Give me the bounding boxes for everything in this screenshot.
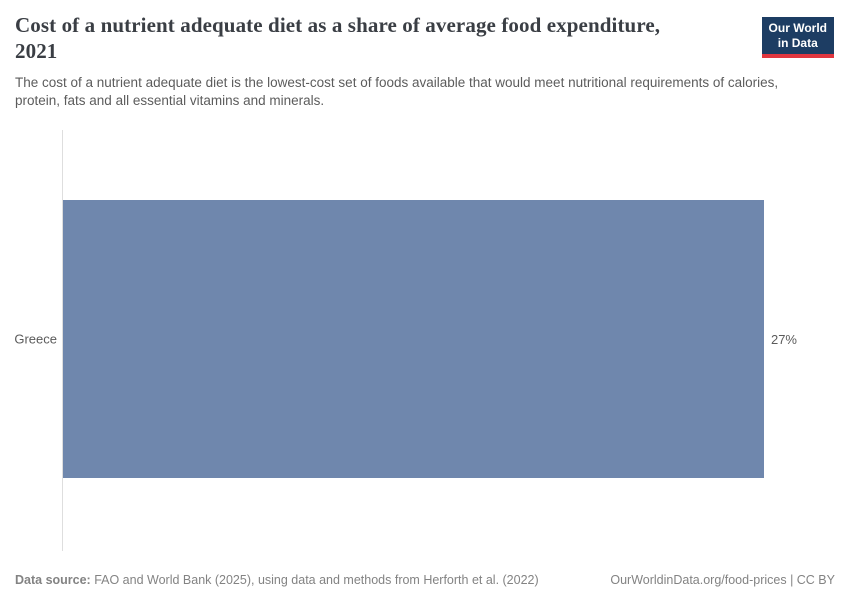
- y-axis-line: [62, 130, 63, 551]
- plot-area: 27%: [63, 200, 797, 478]
- owid-logo[interactable]: Our World in Data: [761, 17, 834, 58]
- bar-greece[interactable]: [63, 200, 764, 478]
- value-label-greece: 27%: [770, 331, 797, 347]
- entity-label-greece: Greece: [14, 331, 57, 347]
- data-source-label: Data source:: [15, 573, 91, 587]
- owid-logo-line2: in Data: [777, 36, 818, 50]
- footer: Data source: FAO and World Bank (2025), …: [15, 573, 835, 587]
- data-source-note: Data source: FAO and World Bank (2025), …: [15, 573, 539, 587]
- page-title: Cost of a nutrient adequate diet as a sh…: [15, 13, 661, 64]
- data-source-text: FAO and World Bank (2025), using data an…: [90, 573, 539, 587]
- chart-subtitle: The cost of a nutrient adequate diet is …: [15, 75, 779, 108]
- footer-link[interactable]: OurWorldinData.org/food-prices | CC BY: [610, 573, 835, 587]
- owid-logo-line1: Our World: [768, 21, 827, 35]
